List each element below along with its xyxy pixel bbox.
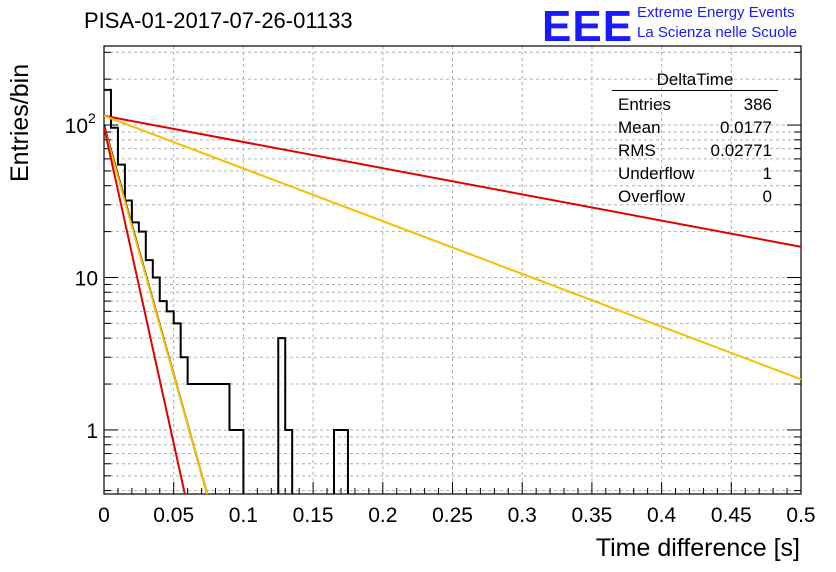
chart-title: PISA-01-2017-07-26-01133 <box>84 8 353 33</box>
stats-label: Overflow <box>618 187 686 206</box>
y-tick-label: 10 <box>75 267 98 290</box>
y-tick-label-exponent: 2 <box>88 110 96 126</box>
x-tick-label: 0.2 <box>368 504 397 527</box>
x-tick-label: 0.35 <box>571 504 612 527</box>
stats-row-overflow: Overflow 0 <box>612 185 778 208</box>
eee-logo: EEE <box>542 2 634 51</box>
fit-line <box>104 114 801 381</box>
stats-value: 0.02771 <box>710 141 772 160</box>
stats-box: DeltaTime Entries 386 Mean 0.0177 RMS 0.027… <box>612 70 778 208</box>
y-tick-label: 10 <box>65 115 88 138</box>
stats-label: Underflow <box>618 164 695 183</box>
stats-label: RMS <box>618 141 656 160</box>
fit-line <box>104 126 186 494</box>
x-tick-label: 0 <box>98 504 110 527</box>
histogram-line <box>104 88 349 494</box>
x-axis-label: Time difference [s] <box>595 534 800 562</box>
logo-line-2: La Scienza nelle Scuole <box>637 24 798 41</box>
stats-title: DeltaTime <box>612 70 778 91</box>
x-tick-label: 0.15 <box>293 504 334 527</box>
stats-value: 1 <box>762 164 772 183</box>
x-tick-label: 0.25 <box>432 504 473 527</box>
y-axis-label: Entries/bin <box>6 63 34 182</box>
fit-line <box>104 114 801 248</box>
stats-label: Mean <box>618 118 661 137</box>
stats-row-rms: RMS 0.02771 <box>612 139 778 162</box>
stats-value: 0.0177 <box>720 118 772 137</box>
stats-label: Entries <box>618 95 671 114</box>
x-tick-label: 0.3 <box>508 504 537 527</box>
stats-value: 386 <box>743 95 772 114</box>
stats-value: 0 <box>762 187 772 206</box>
stats-row-mean: Mean 0.0177 <box>612 116 778 139</box>
stats-row-underflow: Underflow 1 <box>612 162 778 185</box>
x-tick-label: 0.5 <box>786 504 815 527</box>
stats-row-entries: Entries 386 <box>612 93 778 116</box>
x-tick-label: 0.4 <box>647 504 677 527</box>
y-tick-label: 1 <box>86 420 98 443</box>
x-tick-label: 0.05 <box>153 504 194 527</box>
x-tick-label: 0.45 <box>711 504 752 527</box>
x-tick-label: 0.1 <box>229 504 258 527</box>
fit-line <box>104 126 209 494</box>
logo-line-1: Extreme Energy Events <box>637 4 795 21</box>
